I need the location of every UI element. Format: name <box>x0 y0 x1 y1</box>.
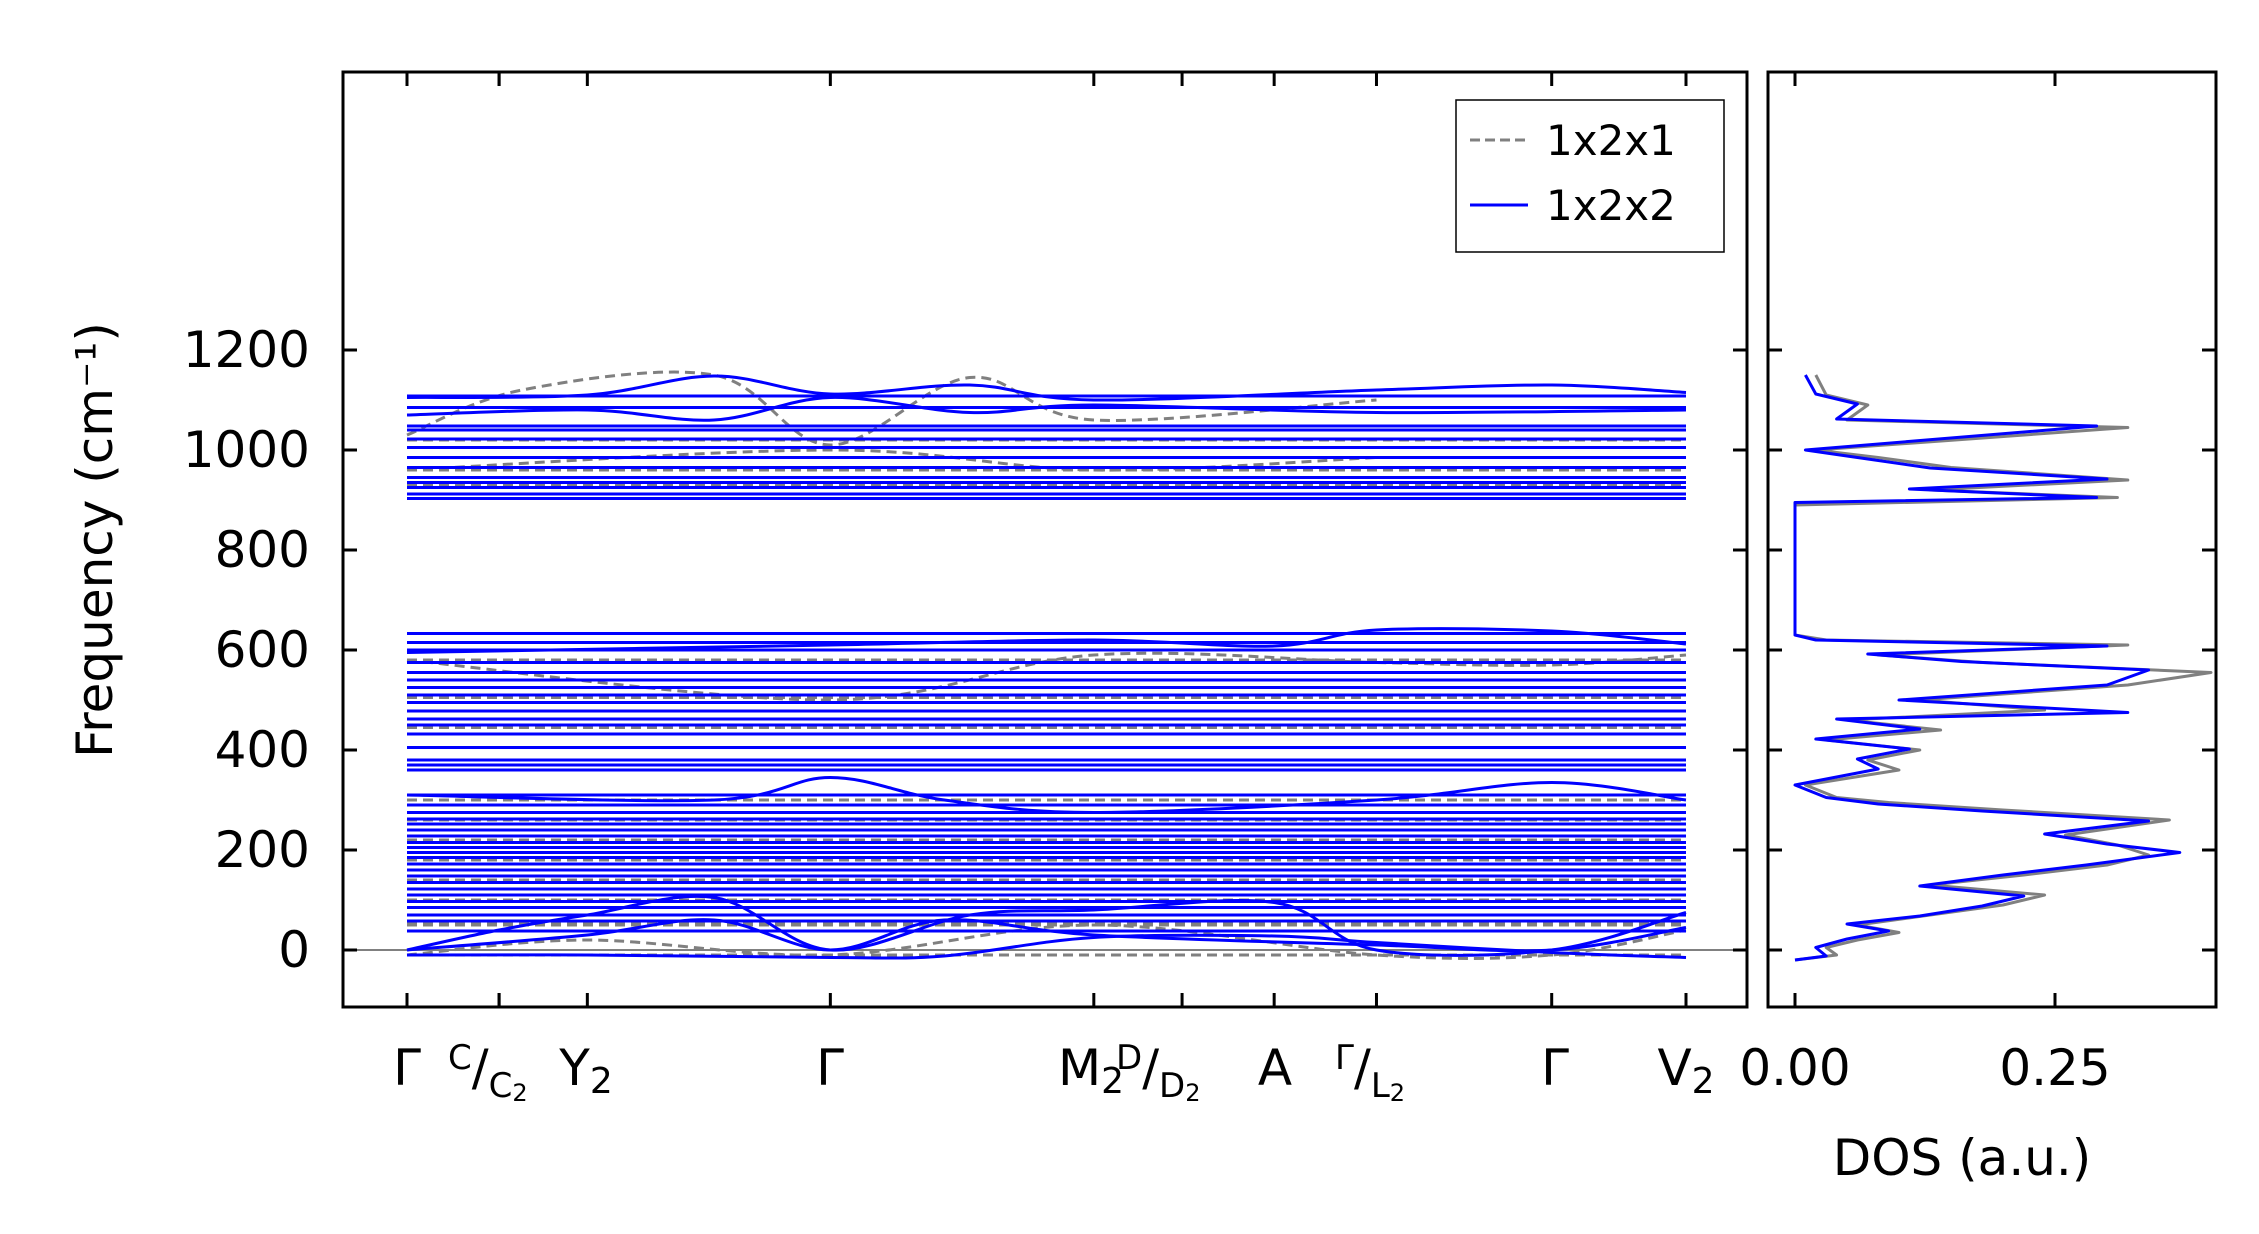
band-1x2x2-curve-4 <box>406 933 1687 960</box>
x-tick-label-gamma-2: Γ <box>816 1039 844 1097</box>
x-tick-label-v2: V2 <box>1657 1039 1714 1102</box>
dos-curve-1x2x2 <box>1793 374 2182 962</box>
band-1x2x2-curve-2 <box>406 894 1687 957</box>
band-1x2x1-curve-3 <box>406 923 1687 960</box>
band-1x2x1-curve-2 <box>406 651 1687 702</box>
band-1x2x2-curve-5 <box>406 775 1687 815</box>
dos-x-ticks: 0.00 0.25 <box>1739 72 2111 1097</box>
band-y-tick-label-400: 400 <box>215 721 310 779</box>
x-tick-label-m2: M2 <box>1058 1039 1124 1102</box>
band-x-ticks <box>405 72 1688 1007</box>
series-1x2x2-bands <box>406 374 1687 960</box>
x-tick-label-a: A <box>1258 1039 1292 1097</box>
dos-plot-frame <box>1766 70 2218 1009</box>
band-y-tick-label-200: 200 <box>215 821 310 879</box>
dos-x-tick-label-0.25: 0.25 <box>1999 1039 2110 1097</box>
band-1x2x2-curve-1 <box>406 395 1687 422</box>
dos-panel: 0.00 0.25 DOS (a.u.) <box>1739 70 2218 1187</box>
x-tick-label-d-d2: D/D2 <box>1116 1038 1201 1107</box>
band-1x2x2-curve-3 <box>406 918 1687 953</box>
legend: 1x2x1 1x2x2 <box>1455 99 1725 253</box>
x-tick-label-gamma-1: Γ <box>393 1039 421 1097</box>
x-tick-label-y2: Y2 <box>558 1039 612 1102</box>
band-y-tick-label-1000: 1000 <box>183 421 310 479</box>
y-axis-title: Frequency (cm⁻¹) <box>66 322 124 758</box>
band-1x2x2-curve-6 <box>406 627 1687 654</box>
x-tick-label-gamma-3: Γ <box>1541 1039 1569 1097</box>
band-x-tick-labels: Γ C/C2 Y2 Γ M2 D/D2 A Γ/L2 Γ V2 <box>393 1038 1714 1107</box>
legend-label-1x2x2: 1x2x2 <box>1546 181 1676 230</box>
x-tick-label-gamma-l2: Γ/L2 <box>1335 1038 1405 1107</box>
dos-curves <box>1793 374 2213 962</box>
band-1x2x1-curve-0 <box>406 370 1377 447</box>
dos-y-ticks <box>1768 348 2216 952</box>
legend-label-1x2x1: 1x2x1 <box>1546 116 1676 165</box>
band-1x2x2-curve-0 <box>406 374 1687 402</box>
band-plot-frame <box>341 70 1749 1009</box>
y-axis-title-text: Frequency (cm⁻¹) <box>66 322 124 758</box>
band-y-tick-label-800: 800 <box>215 521 310 579</box>
dos-curve-1x2x1 <box>1793 374 2213 962</box>
dos-x-tick-label-0: 0.00 <box>1739 1039 1850 1097</box>
x-tick-label-c-c2: C/C2 <box>448 1038 528 1107</box>
band-y-tick-label-600: 600 <box>215 621 310 679</box>
dos-x-axis-title: DOS (a.u.) <box>1833 1129 2092 1187</box>
band-y-tick-label-0: 0 <box>278 921 310 979</box>
band-y-tick-label-1200: 1200 <box>183 321 310 379</box>
band-structure-panel: 0 200 400 600 800 1000 1200 Frequency (cm⁻¹) Γ… <box>66 70 1749 1107</box>
legend-box <box>1455 99 1725 253</box>
band-y-ticks: 0 200 400 600 800 1000 1200 <box>183 321 1747 979</box>
